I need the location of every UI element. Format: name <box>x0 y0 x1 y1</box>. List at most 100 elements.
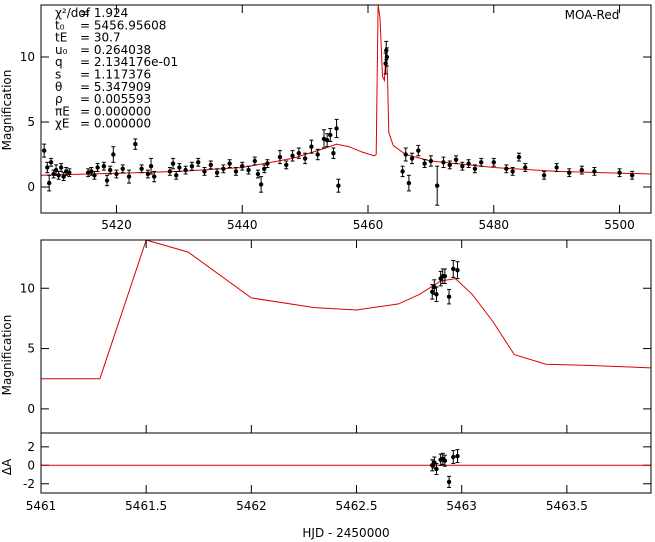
top-data-point <box>174 170 179 180</box>
top-data-point <box>101 161 107 171</box>
top-data-point-marker <box>629 173 635 178</box>
zoom-data-point-marker <box>455 267 460 273</box>
top-data-point-marker <box>416 148 421 153</box>
top-ytick-label: 5 <box>27 115 35 129</box>
residual-data-point-marker <box>451 454 456 460</box>
panel-top: 0 5 10 5420 5440 5460 5480 5500 <box>20 5 651 232</box>
top-data-point-marker <box>592 169 597 174</box>
zoom-data-point <box>434 286 439 303</box>
top-data-point <box>422 159 427 168</box>
top-model-curve <box>41 5 651 176</box>
residual-data-point <box>442 454 448 467</box>
top-data-point <box>167 167 173 176</box>
top-data-point <box>453 155 459 165</box>
top-data-point <box>403 147 408 162</box>
top-data-point-marker <box>510 169 515 174</box>
top-data-point-marker <box>227 161 232 166</box>
top-data-point-marker <box>67 170 72 175</box>
top-data-point-marker <box>328 132 333 138</box>
top-data-point <box>334 118 339 139</box>
x-axis-label: HJD - 2450000 <box>302 526 389 540</box>
top-data-point <box>434 165 440 206</box>
top-xtick-label: 5420 <box>101 218 132 232</box>
top-data-point <box>56 170 61 180</box>
parameter-name: χE <box>55 117 70 131</box>
top-xtick-label: 5500 <box>604 218 635 232</box>
top-data-point <box>133 138 138 150</box>
top-data-point-marker <box>167 169 173 174</box>
top-data-point-marker <box>406 180 412 186</box>
top-data-point <box>617 168 622 178</box>
top-data-point <box>92 170 97 180</box>
parameter-value: = 0.264038 <box>80 43 151 57</box>
top-data-point <box>328 128 333 142</box>
parameter-name: t₀ <box>55 18 65 32</box>
top-data-point <box>120 164 125 174</box>
residual-data-point-marker <box>455 453 460 459</box>
top-data-point <box>554 163 559 172</box>
top-data-point <box>221 164 226 174</box>
zoom-ylabel: Magnification <box>0 315 14 396</box>
residual-data-point <box>455 449 460 464</box>
top-data-point <box>516 152 522 162</box>
top-data-point-marker <box>214 170 220 175</box>
residual-data-point <box>446 475 452 488</box>
zoom-data-point <box>442 268 448 284</box>
zoom-data-point-marker <box>434 292 439 297</box>
top-data-point <box>309 139 314 154</box>
top-data-point-marker <box>422 161 427 166</box>
top-data-point <box>277 150 283 165</box>
top-data-point-marker <box>315 152 320 157</box>
top-data-point-marker <box>617 170 622 175</box>
top-data-point <box>265 159 270 168</box>
top-ylabel: Magnification <box>0 70 14 151</box>
parameter-value: = 0.005593 <box>80 92 151 106</box>
top-data-point-marker <box>579 167 585 173</box>
top-data-point <box>227 159 232 168</box>
top-data-point <box>214 168 220 178</box>
top-data-point <box>315 148 320 161</box>
top-data-point <box>409 152 415 165</box>
top-data-point-marker <box>177 165 182 170</box>
top-data-point-marker <box>447 162 452 168</box>
top-data-point <box>170 157 176 170</box>
top-data-point <box>284 160 289 170</box>
top-data-point-marker <box>255 171 261 177</box>
residual-data-point <box>434 462 439 476</box>
top-data-point-marker <box>479 160 484 165</box>
top-data-point <box>208 160 213 170</box>
residual-xtick-label: 5463.5 <box>546 499 588 513</box>
parameter-value: = 0.000000 <box>80 117 151 131</box>
top-data-point <box>296 147 302 159</box>
top-data-point <box>189 161 195 171</box>
top-data-point-marker <box>504 166 509 171</box>
top-data-point-marker <box>336 183 341 188</box>
top-data-point-marker <box>208 162 213 168</box>
top-data-point <box>111 146 116 163</box>
top-data-point <box>406 174 412 192</box>
residual-xtick-label: 5462.5 <box>336 499 378 513</box>
top-data-point-marker <box>58 165 64 170</box>
panel-zoom: 0 5 10 <box>20 240 651 416</box>
zoom-ytick-label: 5 <box>27 342 35 356</box>
top-data-point <box>255 169 261 179</box>
top-data-point-marker <box>120 166 125 171</box>
panel-zoom-frame <box>40 239 652 434</box>
parameter-list: χ²/dof= 1.924 t₀ = 5456.95608 tE = 30.7 u₀ = 0… <box>55 6 178 131</box>
top-data-point-marker <box>409 156 415 161</box>
top-data-point <box>67 168 72 178</box>
top-data-point-marker <box>246 167 251 173</box>
zoom-ytick-label: 10 <box>20 281 35 295</box>
residual-data-point <box>432 456 437 469</box>
parameter-name: χ²/dof <box>55 6 91 20</box>
top-data-point-marker <box>441 160 446 165</box>
zoom-data-point <box>455 261 460 280</box>
top-data-point-marker <box>189 164 195 169</box>
top-data-point <box>466 159 471 168</box>
top-data-point-marker <box>107 167 113 173</box>
zoom-data-point <box>438 270 443 287</box>
top-data-point <box>416 144 421 157</box>
top-data-point-marker <box>148 164 154 169</box>
zoom-data-point-marker <box>446 294 452 299</box>
top-data-point <box>148 157 154 175</box>
